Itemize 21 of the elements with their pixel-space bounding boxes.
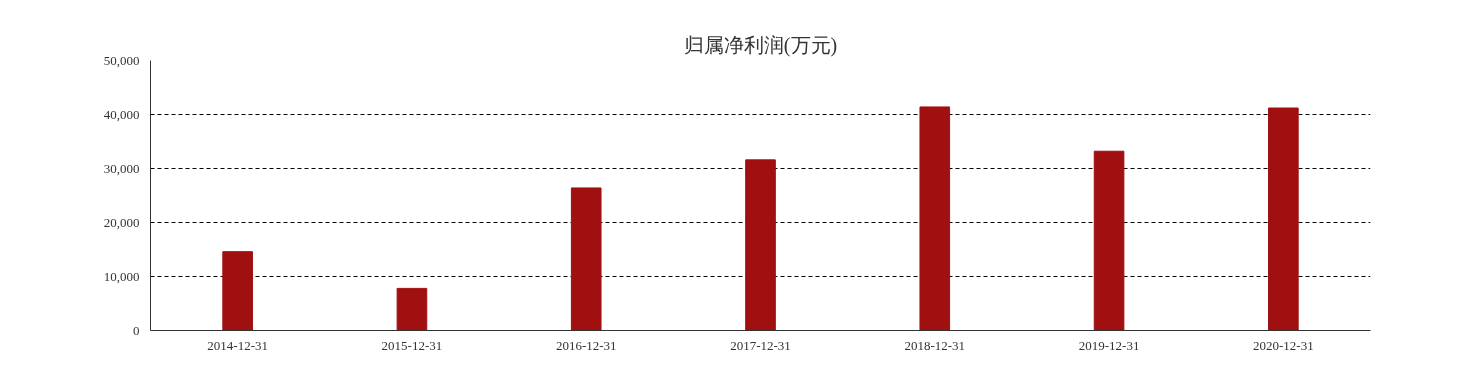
bar [1268, 107, 1299, 331]
bar [570, 187, 602, 331]
y-tick-label: 50,000 [103, 52, 140, 68]
y-tick-label: 20,000 [103, 214, 140, 230]
bar [396, 287, 428, 331]
bar [1093, 150, 1125, 331]
y-tick-label: 10,000 [103, 268, 140, 284]
bar [222, 251, 253, 331]
x-tick-label: 2016-12-31 [555, 337, 617, 353]
x-tick-label: 2017-12-31 [730, 337, 791, 353]
y-tick-label: 0 [133, 322, 140, 338]
x-tick-label: 2014-12-31 [207, 337, 268, 353]
x-tick-label: 2020-12-31 [1253, 337, 1314, 353]
x-tick-label: 2019-12-31 [1078, 337, 1140, 353]
x-tick-label: 2018-12-31 [904, 337, 966, 353]
x-tick-label: 2015-12-31 [381, 337, 443, 353]
bar [745, 159, 776, 331]
y-tick-label: 30,000 [103, 160, 140, 176]
chart-title: 归属净利润(万元) [683, 33, 838, 57]
y-tick-label: 40,000 [103, 106, 140, 122]
bar [919, 106, 951, 331]
